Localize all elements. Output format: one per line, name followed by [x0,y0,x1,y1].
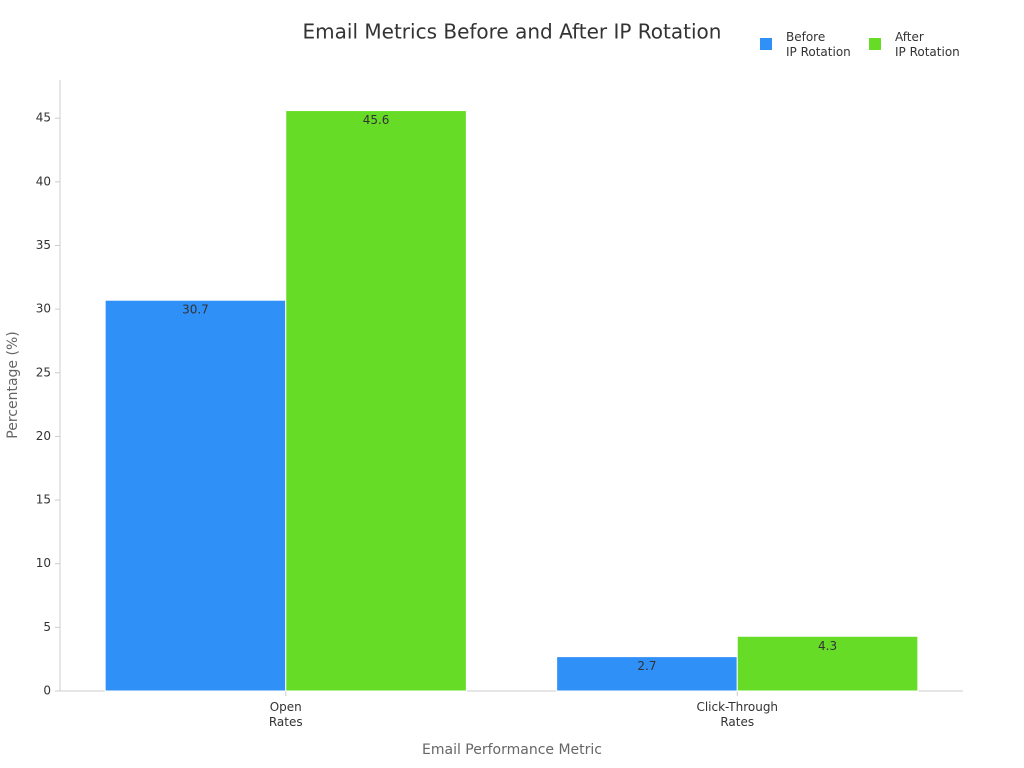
value-label: 2.7 [637,659,656,673]
y-tick-label: 15 [36,493,51,507]
y-tick-label: 10 [36,556,51,570]
chart-title: Email Metrics Before and After IP Rotati… [303,20,722,44]
value-label: 45.6 [363,113,390,127]
y-tick-label: 20 [36,429,51,443]
y-tick-label: 45 [36,111,51,125]
x-tick-label: Click-Through Rates [696,700,778,729]
legend-swatch [760,38,772,50]
x-tick-label: Open Rates [269,700,303,729]
value-label: 30.7 [182,303,209,317]
y-tick-label: 30 [36,302,51,316]
legend-label: After IP Rotation [895,30,960,59]
legend-swatch [869,38,881,50]
bar [736,635,919,692]
value-label: 4.3 [818,639,837,653]
bar [285,110,467,692]
y-tick-label: 0 [43,684,51,698]
y-tick-label: 5 [43,620,51,634]
y-tick-label: 25 [36,365,51,379]
y-tick-label: 40 [36,174,51,188]
bar [104,299,287,692]
legend-label: Before IP Rotation [786,30,851,59]
y-axis-label: Percentage (%) [5,331,21,438]
x-axis-label: Email Performance Metric [422,742,602,758]
y-tick-label: 35 [36,238,51,252]
